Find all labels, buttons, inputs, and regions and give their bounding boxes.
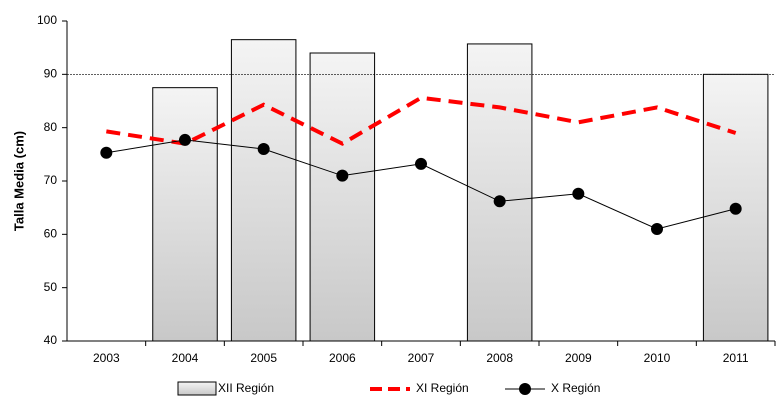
- bar: [152, 87, 218, 342]
- y-axis-label: Talla Media (cm): [11, 131, 26, 231]
- bar: [466, 43, 533, 342]
- x-tick-label: 2005: [250, 351, 277, 365]
- marker: [336, 169, 349, 182]
- x-tick-label: 2003: [93, 351, 120, 365]
- x-tick-label: 2008: [486, 351, 513, 365]
- y-tick-label: 80: [44, 120, 58, 134]
- y-tick-label: 90: [44, 67, 58, 81]
- y-tick-label: 40: [44, 333, 58, 347]
- marker: [179, 133, 191, 146]
- series-line: [106, 95, 737, 146]
- y-tick-label: 60: [44, 227, 58, 241]
- y-tick-label: 100: [37, 13, 57, 27]
- marker: [257, 143, 270, 155]
- y-tick-label: 50: [44, 280, 58, 294]
- x-tick-label: 2009: [565, 351, 592, 365]
- legend-label: XII Región: [218, 381, 274, 395]
- bar: [309, 52, 376, 342]
- legend-label: XI Región: [416, 381, 469, 395]
- y-tick-label: 70: [44, 173, 58, 187]
- x-tick-label: 2006: [329, 351, 356, 365]
- x-tick-label: 2007: [408, 351, 435, 365]
- marker: [493, 195, 506, 208]
- marker: [729, 202, 742, 215]
- legend-marker: [519, 383, 531, 395]
- legend-label: X Región: [551, 381, 600, 395]
- bar: [230, 39, 297, 342]
- marker: [415, 157, 427, 170]
- marker: [651, 223, 663, 235]
- x-tick-label: 2010: [644, 351, 671, 365]
- legend-swatch: [177, 381, 217, 396]
- x-tick-label: 2011: [723, 351, 749, 365]
- x-tick-label: 2004: [172, 351, 199, 365]
- marker: [100, 146, 113, 159]
- marker: [572, 187, 585, 200]
